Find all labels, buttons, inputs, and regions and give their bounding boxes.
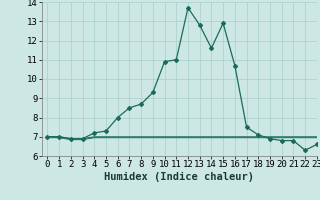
X-axis label: Humidex (Indice chaleur): Humidex (Indice chaleur) — [104, 172, 254, 182]
